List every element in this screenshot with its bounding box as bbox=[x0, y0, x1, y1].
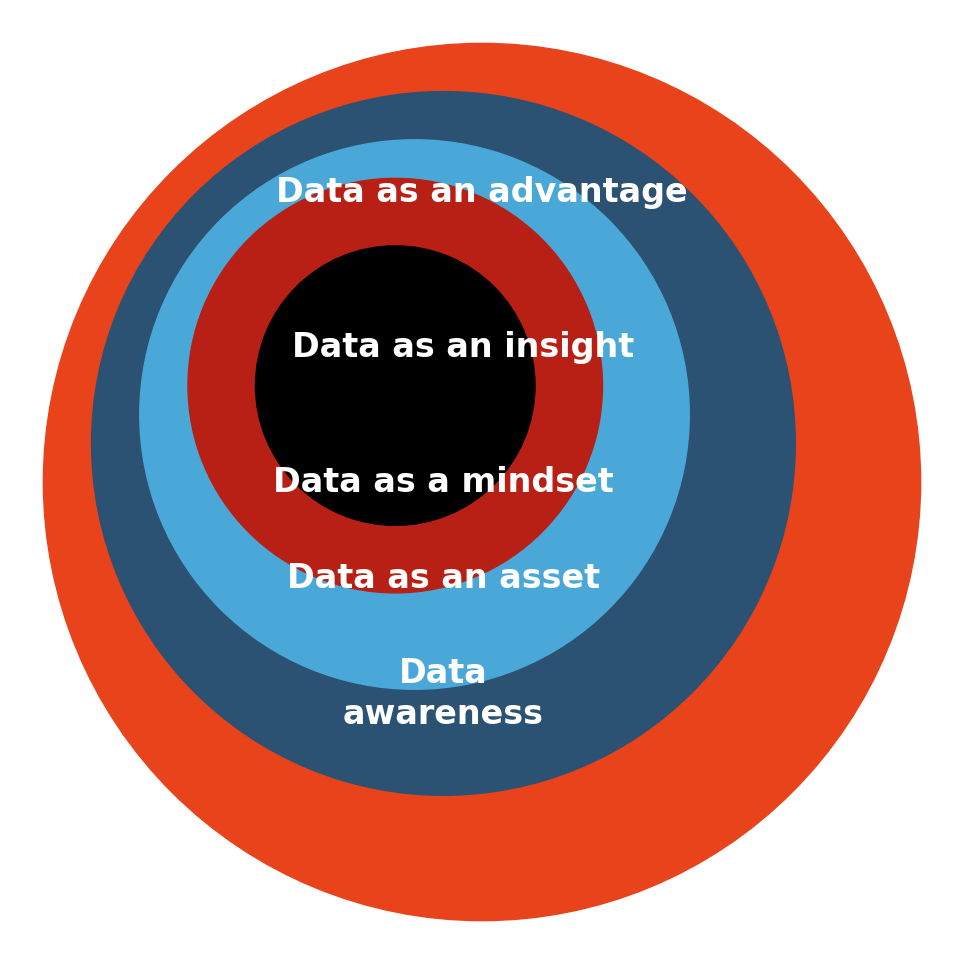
Text: Data
awareness: Data awareness bbox=[343, 657, 544, 731]
Circle shape bbox=[255, 246, 535, 525]
Text: Data as a mindset: Data as a mindset bbox=[273, 466, 614, 498]
Circle shape bbox=[92, 92, 795, 795]
Text: Data as an advantage: Data as an advantage bbox=[277, 176, 687, 209]
Circle shape bbox=[140, 140, 689, 689]
Text: Data as an asset: Data as an asset bbox=[287, 562, 600, 595]
Circle shape bbox=[43, 43, 921, 921]
Circle shape bbox=[188, 178, 602, 593]
Text: Data as an insight: Data as an insight bbox=[291, 331, 634, 363]
